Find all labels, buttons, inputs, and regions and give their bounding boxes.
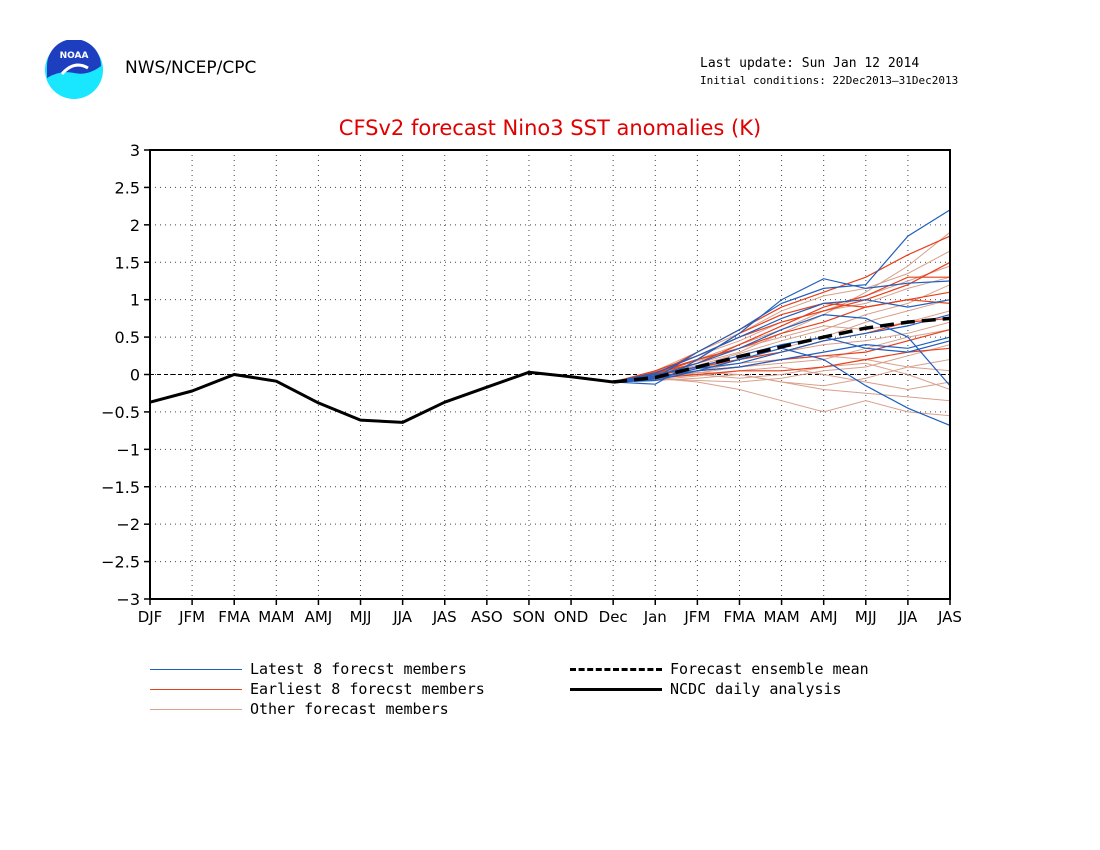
latest-members-layer (613, 209, 951, 426)
x-tick-label-17: MJJ (855, 608, 877, 626)
latest-member-line-5 (613, 314, 951, 383)
analysis-line (149, 370, 614, 424)
y-tick-label-11: −2.5 (101, 553, 140, 572)
logo-text: NOAA (60, 51, 89, 61)
y-tick-label-6: 0 (130, 366, 140, 385)
y-tick-label-12: −3 (116, 590, 140, 609)
initial-conditions-text: Initial conditions: 22Dec2013–31Dec2013 (700, 74, 959, 87)
x-tick-label-10: OND (554, 608, 589, 626)
y-tick-label-8: −1 (116, 440, 140, 459)
x-tick-label-15: MAM (764, 608, 800, 626)
x-tick-label-9: SON (513, 608, 546, 626)
other-member-line-9 (613, 284, 951, 383)
x-tick-label-18: JJA (897, 608, 918, 626)
x-tick-label-7: JAS (432, 608, 457, 626)
x-tick-label-6: JJA (392, 608, 413, 626)
x-tick-label-11: Dec (599, 608, 628, 626)
x-tick-layer: DJF JFM FMA MAM AMJ MJJ JJA JAS ASO SON OND Dec Jan J… (138, 599, 962, 626)
y-tick-label-0: 3 (130, 141, 140, 160)
analysis-layer (149, 370, 614, 424)
x-tick-label-12: Jan (643, 608, 667, 626)
x-tick-label-2: FMA (218, 608, 251, 626)
y-tick-label-5: 0.5 (115, 328, 140, 347)
ensemble-mean-layer (613, 316, 951, 384)
organization-label: NWS/NCEP/CPC (125, 58, 257, 78)
latest-member-line-7 (613, 336, 951, 383)
x-tick-label-16: AMJ (810, 608, 838, 626)
x-tick-label-3: MAM (258, 608, 294, 626)
earliest-member-line-1 (613, 261, 951, 383)
y-tick-layer: 3 2.5 2 1.5 1 0.5 0 −0.5 −1 −1.5 −2 −2.5 −3 (101, 141, 150, 609)
x-tick-label-19: JAS (937, 608, 962, 626)
chart-title: CFSv2 forecast Nino3 SST anomalies (K) (339, 116, 761, 140)
latest-member-line-2 (613, 209, 951, 383)
x-tick-label-4: AMJ (305, 608, 333, 626)
latest-member-line-6 (613, 299, 951, 383)
logo-bird (60, 63, 89, 76)
other-member-line-14 (613, 250, 951, 383)
y-tick-label-4: 1 (130, 291, 140, 310)
ensemble-mean-line (613, 316, 951, 384)
x-tick-label-14: FMA (724, 608, 757, 626)
noaa-logo: NOAA (45, 40, 103, 99)
y-tick-label-9: −1.5 (101, 478, 140, 497)
y-tick-label-1: 2.5 (115, 178, 140, 197)
y-tick-label-7: −0.5 (101, 403, 140, 422)
y-tick-label-3: 1.5 (115, 253, 140, 272)
y-tick-label-10: −2 (116, 515, 140, 534)
x-tick-label-8: ASO (471, 608, 503, 626)
x-tick-label-1: JFM (178, 608, 205, 626)
other-member-line-12 (613, 366, 951, 391)
latest-member-line-4 (613, 313, 951, 387)
last-update-text: Last update: Sun Jan 12 2014 (700, 56, 920, 71)
x-tick-label-0: DJF (138, 608, 163, 626)
x-tick-label-5: MJJ (350, 608, 372, 626)
other-member-line-8 (613, 344, 951, 383)
y-tick-label-2: 2 (130, 216, 140, 235)
x-tick-label-13: JFM (683, 608, 710, 626)
